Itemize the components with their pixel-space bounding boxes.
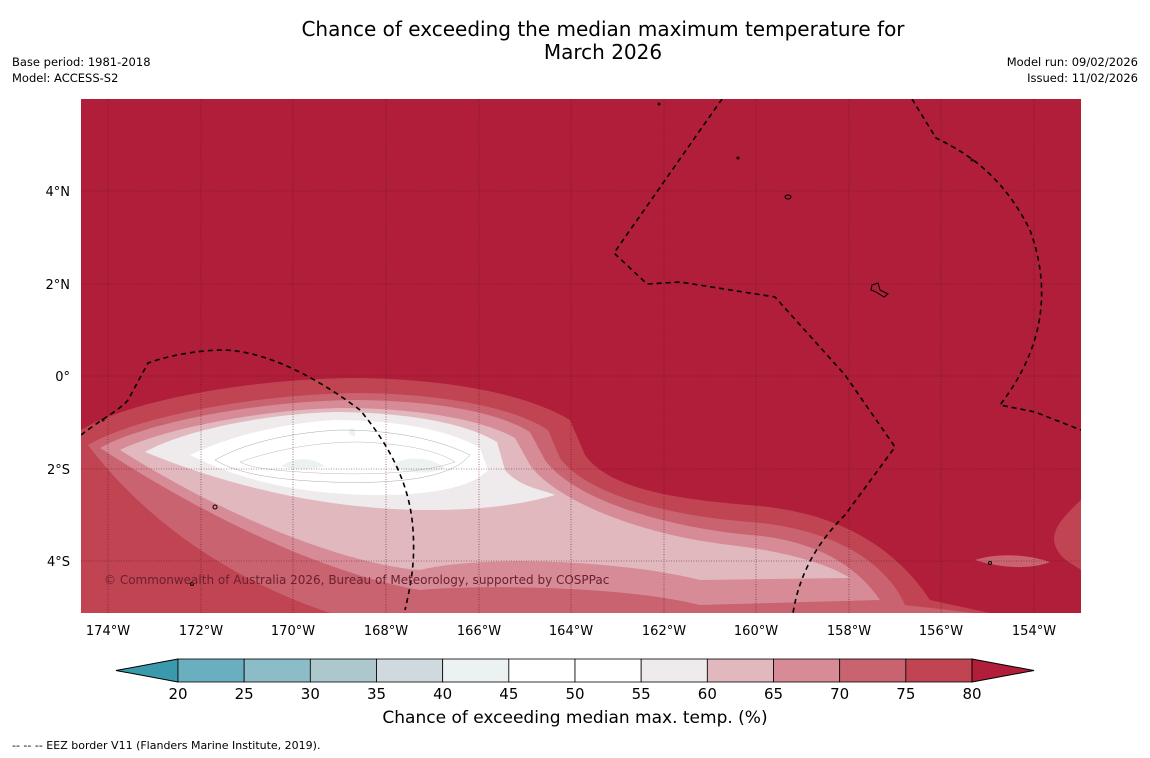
- lon-label-168w: 168°W: [364, 624, 408, 639]
- copyright-text: © Commonwealth of Australia 2026, Bureau…: [104, 573, 609, 587]
- lon-label-166w: 166°W: [457, 624, 501, 639]
- islands: [101, 102, 992, 586]
- colorbar-bin: [574, 658, 642, 683]
- colorbar-tick-label: 55: [632, 685, 651, 703]
- colorbar-bin: [177, 658, 245, 683]
- band-75-80-east: [1054, 500, 1081, 570]
- colorbar: 20 25 30 35 40 45 50 55 60 65 70 75 80: [115, 658, 1035, 703]
- colorbar-bin: [839, 658, 907, 683]
- lon-label-164w: 164°W: [549, 624, 593, 639]
- map-area: © Commonwealth of Australia 2026, Bureau…: [81, 99, 1081, 613]
- lon-label-160w: 160°W: [734, 624, 778, 639]
- colorbar-tick-label: 25: [235, 685, 254, 703]
- band-70-75-small: [975, 555, 1050, 568]
- lat-label-0: 0°: [55, 370, 70, 385]
- lat-labels: 4°N 2°N 0° 2°S 4°S: [46, 185, 71, 570]
- colorbar-tick-label: 40: [433, 685, 452, 703]
- meta-right: Model run: 09/02/2026 Issued: 11/02/2026: [1007, 54, 1138, 86]
- eez-borders: [81, 99, 1081, 613]
- lon-label-170w: 170°W: [271, 624, 315, 639]
- lat-label-4s: 4°S: [47, 555, 70, 570]
- chart-title: Chance of exceeding the median maximum t…: [0, 18, 1150, 64]
- eez-footnote: -- -- -- EEZ border V11 (Flanders Marine…: [12, 739, 321, 752]
- eez-border-central: [612, 99, 896, 613]
- colorbar-bin: [706, 658, 774, 683]
- lon-label-162w: 162°W: [642, 624, 686, 639]
- lon-label-174w: 174°W: [86, 624, 130, 639]
- colorbar-bin: [773, 658, 841, 683]
- grid-lines: [81, 99, 1081, 613]
- title-line-1: Chance of exceeding the median maximum t…: [301, 17, 905, 41]
- colorbar-extend-low: [115, 658, 179, 683]
- colorbar-tick-label: 80: [962, 685, 981, 703]
- colorbar-tick-label: 50: [565, 685, 584, 703]
- colorbar-tick-label: 30: [301, 685, 320, 703]
- colorbar-label: Chance of exceeding median max. temp. (%…: [382, 708, 768, 728]
- colorbar-bin: [309, 658, 377, 683]
- colorbar-tick-label: 70: [830, 685, 849, 703]
- colorbar-tick-label: 65: [764, 685, 783, 703]
- colorbar-bin: [442, 658, 510, 683]
- lon-label-154w: 154°W: [1012, 624, 1056, 639]
- model-run: Model run: 09/02/2026: [1006, 55, 1138, 69]
- contour-line-inner-2: [239, 441, 456, 475]
- colorbar-tick-label: 60: [698, 685, 717, 703]
- lon-label-158w: 158°W: [827, 624, 871, 639]
- colorbar-tick-label: 75: [896, 685, 915, 703]
- eez-border-east: [911, 99, 1081, 431]
- lon-label-172w: 172°W: [179, 624, 223, 639]
- lat-label-4n: 4°N: [46, 185, 71, 200]
- lon-labels: 174°W 172°W 170°W 168°W 166°W 164°W 162°…: [86, 624, 1056, 639]
- colorbar-bin: [508, 658, 576, 683]
- model-name: Model: ACCESS-S2: [12, 71, 119, 85]
- contour-line-inner: [214, 429, 471, 483]
- colorbar-bin: [640, 658, 708, 683]
- colorbar-bin: [243, 658, 311, 683]
- lat-label-2s: 2°S: [47, 463, 70, 478]
- colorbar-tick-label: 20: [168, 685, 187, 703]
- lat-label-2n: 2°N: [46, 278, 71, 293]
- meta-left: Base period: 1981-2018 Model: ACCESS-S2: [12, 54, 151, 86]
- colorbar-tick-label: 45: [499, 685, 518, 703]
- title-line-2: March 2026: [543, 40, 663, 64]
- colorbar-extend-high: [971, 658, 1035, 683]
- colorbar-bin: [905, 658, 973, 683]
- issued-date: Issued: 11/02/2026: [1027, 71, 1138, 85]
- base-period: Base period: 1981-2018: [12, 55, 151, 69]
- colorbar-bin: [376, 658, 444, 683]
- colorbar-tick-label: 35: [367, 685, 386, 703]
- lon-label-156w: 156°W: [919, 624, 963, 639]
